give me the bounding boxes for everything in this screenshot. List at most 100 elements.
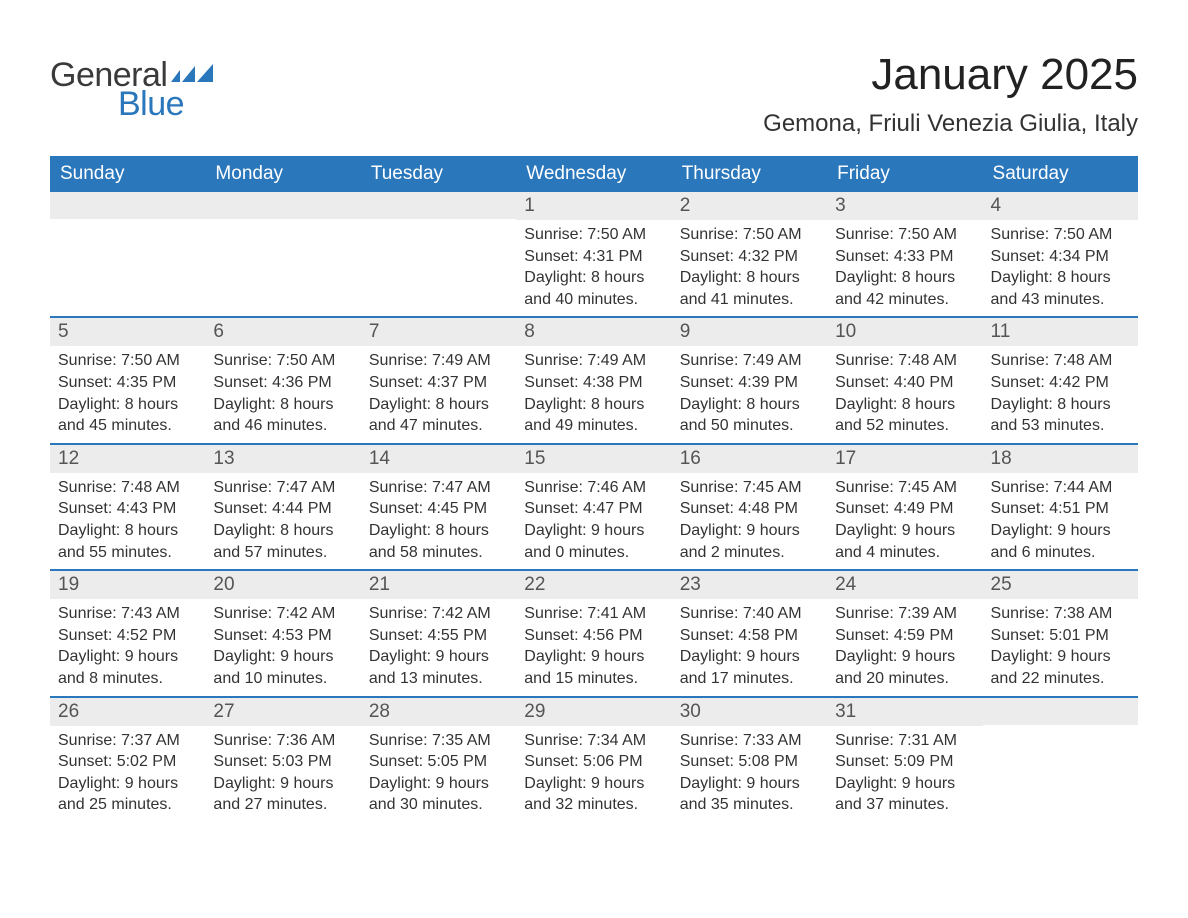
day-cell: [205, 192, 360, 316]
day-number: 5: [50, 318, 205, 346]
day-body: Sunrise: 7:50 AMSunset: 4:36 PMDaylight:…: [205, 346, 360, 442]
sunrise-text: Sunrise: 7:45 AM: [835, 477, 974, 499]
day-body: Sunrise: 7:42 AMSunset: 4:55 PMDaylight:…: [361, 599, 516, 695]
sunrise-text: Sunrise: 7:40 AM: [680, 603, 819, 625]
day-cell: 2Sunrise: 7:50 AMSunset: 4:32 PMDaylight…: [672, 192, 827, 316]
day-cell: 14Sunrise: 7:47 AMSunset: 4:45 PMDayligh…: [361, 445, 516, 569]
sunset-text: Sunset: 4:51 PM: [991, 498, 1130, 520]
calendar-page: General Blue January 2025 Gemona, Friuli…: [0, 0, 1188, 862]
sunset-text: Sunset: 4:37 PM: [369, 372, 508, 394]
sunset-text: Sunset: 5:06 PM: [524, 751, 663, 773]
sunrise-text: Sunrise: 7:42 AM: [369, 603, 508, 625]
week-row: 1Sunrise: 7:50 AMSunset: 4:31 PMDaylight…: [50, 192, 1138, 316]
day-body: Sunrise: 7:39 AMSunset: 4:59 PMDaylight:…: [827, 599, 982, 695]
day-body: Sunrise: 7:50 AMSunset: 4:34 PMDaylight:…: [983, 220, 1138, 316]
sunrise-text: Sunrise: 7:46 AM: [524, 477, 663, 499]
daylight-text: Daylight: 8 hours and 45 minutes.: [58, 394, 197, 437]
sunrise-text: Sunrise: 7:49 AM: [524, 350, 663, 372]
day-number: 3: [827, 192, 982, 220]
header: General Blue January 2025 Gemona, Friuli…: [50, 50, 1138, 138]
day-cell: 8Sunrise: 7:49 AMSunset: 4:38 PMDaylight…: [516, 318, 671, 442]
flag-icon: [171, 64, 213, 88]
daylight-text: Daylight: 8 hours and 53 minutes.: [991, 394, 1130, 437]
sunrise-text: Sunrise: 7:38 AM: [991, 603, 1130, 625]
day-number: 12: [50, 445, 205, 473]
day-body: Sunrise: 7:49 AMSunset: 4:39 PMDaylight:…: [672, 346, 827, 442]
weekday-header-row: Sunday Monday Tuesday Wednesday Thursday…: [50, 156, 1138, 192]
day-number: [50, 192, 205, 219]
day-number: 17: [827, 445, 982, 473]
sunset-text: Sunset: 4:44 PM: [213, 498, 352, 520]
day-cell: 23Sunrise: 7:40 AMSunset: 4:58 PMDayligh…: [672, 571, 827, 695]
day-body: Sunrise: 7:50 AMSunset: 4:33 PMDaylight:…: [827, 220, 982, 316]
sunset-text: Sunset: 4:47 PM: [524, 498, 663, 520]
sunrise-text: Sunrise: 7:48 AM: [58, 477, 197, 499]
sunset-text: Sunset: 5:05 PM: [369, 751, 508, 773]
sunset-text: Sunset: 4:40 PM: [835, 372, 974, 394]
day-body: Sunrise: 7:31 AMSunset: 5:09 PMDaylight:…: [827, 726, 982, 822]
sunset-text: Sunset: 4:52 PM: [58, 625, 197, 647]
day-cell: 6Sunrise: 7:50 AMSunset: 4:36 PMDaylight…: [205, 318, 360, 442]
day-body: Sunrise: 7:50 AMSunset: 4:31 PMDaylight:…: [516, 220, 671, 316]
sunset-text: Sunset: 4:31 PM: [524, 246, 663, 268]
sunrise-text: Sunrise: 7:50 AM: [991, 224, 1130, 246]
sunset-text: Sunset: 4:58 PM: [680, 625, 819, 647]
day-number: 4: [983, 192, 1138, 220]
sunset-text: Sunset: 4:53 PM: [213, 625, 352, 647]
logo: General Blue: [50, 50, 213, 124]
sunset-text: Sunset: 4:36 PM: [213, 372, 352, 394]
day-cell: 22Sunrise: 7:41 AMSunset: 4:56 PMDayligh…: [516, 571, 671, 695]
day-cell: 29Sunrise: 7:34 AMSunset: 5:06 PMDayligh…: [516, 698, 671, 822]
daylight-text: Daylight: 8 hours and 46 minutes.: [213, 394, 352, 437]
day-cell: 17Sunrise: 7:45 AMSunset: 4:49 PMDayligh…: [827, 445, 982, 569]
day-number: 1: [516, 192, 671, 220]
day-number: 15: [516, 445, 671, 473]
day-body: Sunrise: 7:46 AMSunset: 4:47 PMDaylight:…: [516, 473, 671, 569]
day-cell: 1Sunrise: 7:50 AMSunset: 4:31 PMDaylight…: [516, 192, 671, 316]
sunrise-text: Sunrise: 7:50 AM: [213, 350, 352, 372]
sunrise-text: Sunrise: 7:49 AM: [680, 350, 819, 372]
daylight-text: Daylight: 8 hours and 41 minutes.: [680, 267, 819, 310]
day-number: 27: [205, 698, 360, 726]
week-row: 26Sunrise: 7:37 AMSunset: 5:02 PMDayligh…: [50, 696, 1138, 822]
sunrise-text: Sunrise: 7:50 AM: [58, 350, 197, 372]
sunset-text: Sunset: 4:43 PM: [58, 498, 197, 520]
day-cell: 11Sunrise: 7:48 AMSunset: 4:42 PMDayligh…: [983, 318, 1138, 442]
day-body: Sunrise: 7:47 AMSunset: 4:44 PMDaylight:…: [205, 473, 360, 569]
sunrise-text: Sunrise: 7:45 AM: [680, 477, 819, 499]
day-body: Sunrise: 7:33 AMSunset: 5:08 PMDaylight:…: [672, 726, 827, 822]
day-number: 21: [361, 571, 516, 599]
day-number: 7: [361, 318, 516, 346]
daylight-text: Daylight: 9 hours and 13 minutes.: [369, 646, 508, 689]
day-body: Sunrise: 7:49 AMSunset: 4:38 PMDaylight:…: [516, 346, 671, 442]
weekday-header: Monday: [205, 156, 360, 192]
sunrise-text: Sunrise: 7:44 AM: [991, 477, 1130, 499]
sunset-text: Sunset: 4:45 PM: [369, 498, 508, 520]
day-cell: 25Sunrise: 7:38 AMSunset: 5:01 PMDayligh…: [983, 571, 1138, 695]
sunset-text: Sunset: 4:55 PM: [369, 625, 508, 647]
day-number: [205, 192, 360, 219]
sunrise-text: Sunrise: 7:37 AM: [58, 730, 197, 752]
sunrise-text: Sunrise: 7:31 AM: [835, 730, 974, 752]
day-body: Sunrise: 7:42 AMSunset: 4:53 PMDaylight:…: [205, 599, 360, 695]
sunset-text: Sunset: 4:34 PM: [991, 246, 1130, 268]
sunset-text: Sunset: 4:49 PM: [835, 498, 974, 520]
sunset-text: Sunset: 5:01 PM: [991, 625, 1130, 647]
day-body: Sunrise: 7:50 AMSunset: 4:35 PMDaylight:…: [50, 346, 205, 442]
day-cell: 12Sunrise: 7:48 AMSunset: 4:43 PMDayligh…: [50, 445, 205, 569]
day-cell: 28Sunrise: 7:35 AMSunset: 5:05 PMDayligh…: [361, 698, 516, 822]
day-cell: 3Sunrise: 7:50 AMSunset: 4:33 PMDaylight…: [827, 192, 982, 316]
day-body: Sunrise: 7:44 AMSunset: 4:51 PMDaylight:…: [983, 473, 1138, 569]
day-number: 20: [205, 571, 360, 599]
day-cell: [983, 698, 1138, 822]
day-body: Sunrise: 7:38 AMSunset: 5:01 PMDaylight:…: [983, 599, 1138, 695]
day-cell: 26Sunrise: 7:37 AMSunset: 5:02 PMDayligh…: [50, 698, 205, 822]
sunrise-text: Sunrise: 7:47 AM: [213, 477, 352, 499]
daylight-text: Daylight: 9 hours and 2 minutes.: [680, 520, 819, 563]
day-number: 25: [983, 571, 1138, 599]
daylight-text: Daylight: 9 hours and 32 minutes.: [524, 773, 663, 816]
daylight-text: Daylight: 9 hours and 25 minutes.: [58, 773, 197, 816]
day-cell: 10Sunrise: 7:48 AMSunset: 4:40 PMDayligh…: [827, 318, 982, 442]
day-body: Sunrise: 7:41 AMSunset: 4:56 PMDaylight:…: [516, 599, 671, 695]
sunrise-text: Sunrise: 7:42 AM: [213, 603, 352, 625]
